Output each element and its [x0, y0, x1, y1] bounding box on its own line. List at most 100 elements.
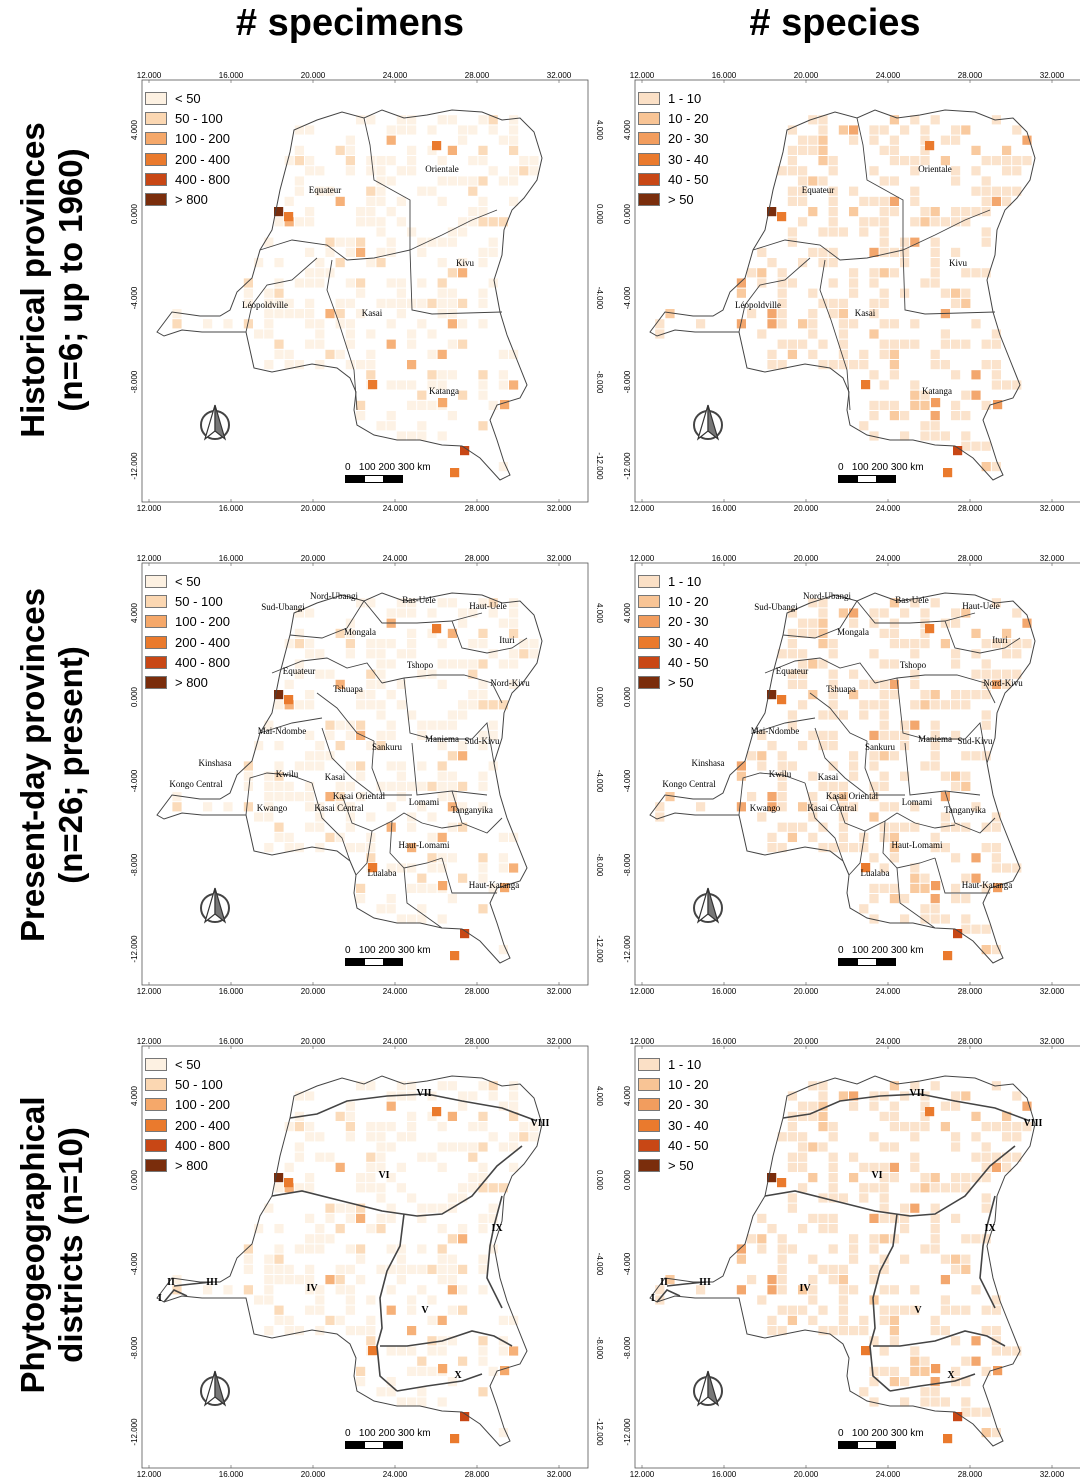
x-tick-label-bottom: 16.000	[219, 1470, 244, 1478]
region-label: Kinshasa	[692, 758, 725, 768]
legend-item: 30 - 40	[638, 632, 708, 652]
region-label: Kivu	[949, 258, 968, 268]
legend-swatch	[145, 1098, 167, 1112]
map-panel-present-specimens: 12.000 12.000 16.000 16.000 20.000 20.000 24.0…	[127, 553, 603, 995]
x-tick-label-top: 28.000	[958, 71, 983, 80]
column-title-species: # species	[749, 2, 921, 44]
legend-swatch	[145, 655, 167, 669]
region-label: VI	[378, 1170, 389, 1181]
x-tick-label-bottom: 24.000	[876, 504, 901, 512]
region-boundary	[316, 692, 375, 742]
x-tick-label-top: 28.000	[465, 1037, 490, 1046]
x-tick-label-bottom: 20.000	[301, 1470, 326, 1478]
region-boundary	[764, 1145, 1016, 1217]
legend-label: 20 - 30	[668, 614, 709, 630]
x-tick-label-bottom: 24.000	[383, 504, 408, 512]
region-label: Orientale	[918, 164, 951, 174]
legend-item: 100 - 200	[145, 129, 230, 149]
legend-item: 40 - 50	[638, 169, 708, 189]
legend-item: 200 - 400	[145, 632, 230, 652]
region-boundary	[914, 822, 956, 829]
region-label: III	[206, 1277, 218, 1288]
legend-label: 400 - 800	[175, 654, 230, 670]
y-tick-label-left: 0.000	[130, 203, 139, 224]
scale-bar: 0 100 200 300 km	[345, 945, 431, 966]
legend-item: 200 - 400	[145, 1115, 230, 1135]
region-boundary	[752, 717, 816, 734]
region-label: V	[914, 1305, 922, 1316]
region-label: Sud-Ubangi	[754, 602, 798, 612]
legend-label: 30 - 40	[668, 151, 709, 167]
map-frame	[634, 79, 1080, 503]
region-label: Kwango	[750, 803, 781, 813]
legend-label: 30 - 40	[668, 634, 709, 650]
y-tick-label-left: 4.000	[130, 602, 139, 623]
x-tick-label-bottom: 20.000	[794, 504, 819, 512]
region-boundary	[869, 1213, 898, 1392]
legend-swatch	[638, 655, 660, 669]
row-title-districts: Phytogeographical districts (n=10)	[14, 1096, 89, 1394]
x-tick-label-bottom: 28.000	[465, 504, 490, 512]
legend-item: 20 - 30	[638, 612, 708, 632]
x-tick-label-top: 24.000	[876, 554, 901, 563]
x-tick-label-bottom: 20.000	[794, 1470, 819, 1478]
region-boundary	[738, 257, 811, 333]
scale-bar-label: 0 100 200 300 km	[345, 1428, 431, 1439]
x-tick-label-top: 12.000	[630, 554, 655, 563]
region-label: Ituri	[992, 635, 1008, 645]
region-boundary	[889, 1373, 976, 1392]
region-label: Tanganyika	[451, 805, 493, 815]
x-tick-label-bottom: 12.000	[137, 1470, 162, 1478]
x-tick-label-top: 20.000	[301, 1037, 326, 1046]
x-tick-label-bottom: 12.000	[630, 504, 655, 512]
country-outline	[156, 1075, 543, 1447]
region-label: IX	[984, 1223, 996, 1234]
legend-item: 40 - 50	[638, 652, 708, 672]
legend-swatch	[145, 1138, 167, 1152]
region-label: V	[421, 1305, 429, 1316]
legend-label: 1 - 10	[668, 573, 702, 589]
map-svg: 12.000 12.000 16.000 16.000 20.000 20.000 24.0…	[623, 554, 1080, 995]
region-label: Sankuru	[865, 742, 895, 752]
legend-label: 10 - 20	[668, 593, 709, 609]
region-label: Mai-Ndombe	[751, 726, 800, 736]
legend-label: > 50	[668, 1158, 694, 1174]
region-label: Lomami	[902, 797, 933, 807]
country-outline	[649, 592, 1036, 964]
map-svg: 12.000 12.000 16.000 16.000 20.000 20.000 24.0…	[623, 1037, 1080, 1478]
x-tick-label-top: 32.000	[1040, 1037, 1065, 1046]
scale-bar: 0 100 200 300 km	[838, 1428, 924, 1449]
region-boundary	[381, 674, 503, 704]
x-tick-label-top: 12.000	[137, 71, 162, 80]
region-boundary	[944, 790, 996, 834]
region-boundary	[814, 727, 868, 796]
region-label: IX	[491, 1223, 503, 1234]
region-boundary	[245, 772, 313, 816]
region-label: Kasai Oriental	[333, 791, 386, 801]
map-panel-present-species: 12.000 12.000 16.000 16.000 20.000 20.000 24.0…	[620, 553, 1080, 995]
north-arrow-icon	[693, 1370, 723, 1407]
legend-item: > 800	[145, 189, 230, 209]
y-tick-label-left: 4.000	[130, 119, 139, 140]
y-tick-label-left: 0.000	[130, 1169, 139, 1190]
y-tick-label-right: 4.000	[595, 603, 603, 624]
legend-item: 400 - 800	[145, 652, 230, 672]
map-svg: 12.000 12.000 16.000 16.000 20.000 20.000 24.0…	[130, 1037, 603, 1478]
region-label: Kwilu	[276, 769, 299, 779]
region-label: Tshopo	[407, 660, 434, 670]
legend-label: 10 - 20	[668, 110, 709, 126]
x-tick-label-top: 32.000	[547, 1037, 572, 1046]
region-boundary	[752, 239, 904, 261]
country-outline	[649, 1075, 1036, 1447]
region-label: Mongala	[344, 627, 376, 637]
map-panel-districts-species: 12.000 12.000 16.000 16.000 20.000 20.000 24.0…	[620, 1036, 1080, 1478]
legend-swatch	[638, 172, 660, 186]
map-panel-historical-specimens: 12.000 12.000 16.000 16.000 20.000 20.000 24.0…	[127, 70, 603, 512]
legend-label: 1 - 10	[668, 90, 702, 106]
region-boundary	[326, 259, 358, 411]
x-tick-label-top: 16.000	[219, 554, 244, 563]
scale-bar: 0 100 200 300 km	[345, 1428, 431, 1449]
x-tick-label-top: 28.000	[465, 554, 490, 563]
y-tick-label-left: 4.000	[623, 602, 632, 623]
region-label: Haut-Lomami	[892, 840, 943, 850]
